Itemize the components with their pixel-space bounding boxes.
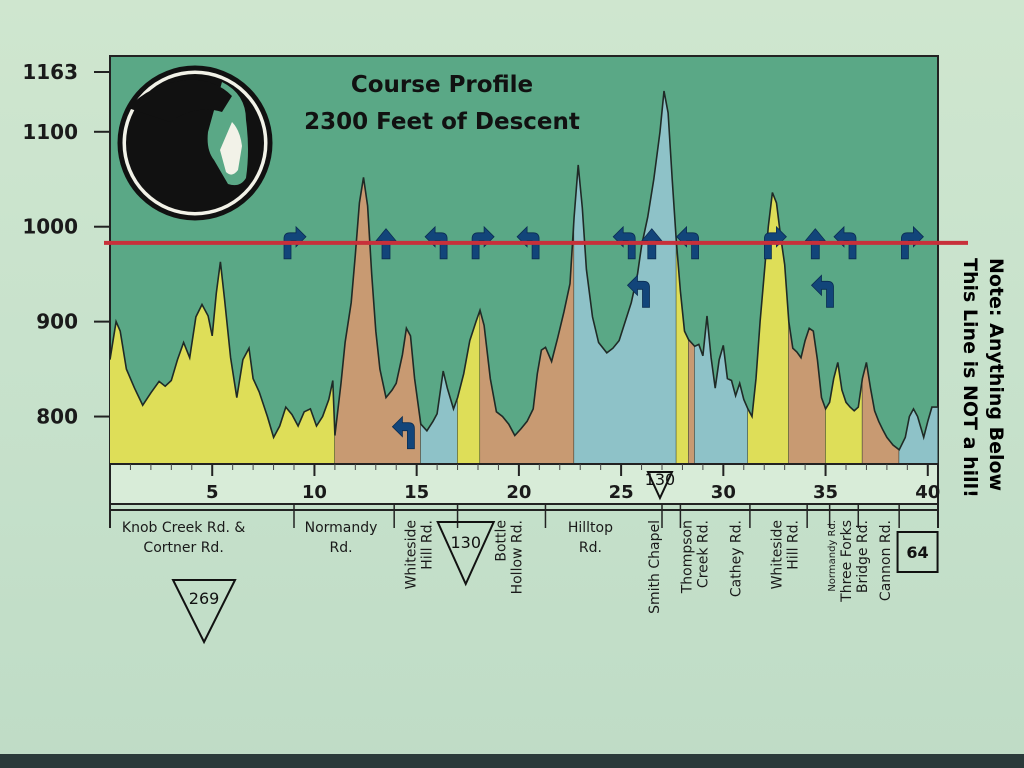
road-label-4: Hilltop Rd. (568, 520, 613, 556)
road-labels: Knob Creek Rd. & Cortner Rd. Normandy Rd. Wh… (122, 520, 894, 614)
photo-edge (0, 754, 1024, 768)
svg-text:130: 130 (450, 533, 481, 552)
x-tick-label-5: 5 (206, 482, 219, 503)
svg-text:Hill Rd.: Hill Rd. (786, 520, 802, 570)
svg-text:Three Forks: Three Forks (839, 520, 855, 603)
svg-text:Bridge Rd.: Bridge Rd. (855, 520, 871, 593)
road-label-3: Bottle Hollow Rd. (494, 520, 526, 594)
route-shield-130: 130 (436, 521, 496, 587)
y-tick-label-800: 800 (36, 405, 78, 429)
profile-segment-12 (862, 362, 900, 464)
svg-text:Normandy Rd.: Normandy Rd. (827, 520, 838, 592)
road-label-6: Thompson Creek Rd. (680, 520, 712, 594)
svg-text:Hollow Rd.: Hollow Rd. (510, 520, 526, 594)
svg-text:Whiteside: Whiteside (770, 520, 786, 589)
profile-segment-6 (676, 240, 689, 464)
svg-text:Cathey Rd.: Cathey Rd. (729, 520, 745, 597)
road-label-10: Cannon Rd. (878, 520, 894, 601)
road-dividers (293, 504, 900, 528)
svg-text:Cannon Rd.: Cannon Rd. (878, 520, 894, 601)
note-line-1: Note: Anything Below (985, 258, 1007, 491)
y-axis: 1163 1100 1000 900 800 (22, 60, 110, 429)
x-tick-label-35: 35 (813, 482, 838, 503)
route-shield-64: 64 (896, 531, 939, 573)
road-label-0: Knob Creek Rd. & Cortner Rd. (122, 520, 245, 556)
svg-text:130: 130 (645, 470, 676, 489)
svg-text:Thompson: Thompson (680, 520, 696, 594)
road-label-9: Normandy Rd. Three Forks Bridge Rd. (827, 520, 871, 603)
turn-arrow-left-icon (391, 415, 415, 450)
profile-segment-5 (574, 91, 677, 464)
svg-text:269: 269 (189, 589, 220, 608)
profile-segment-7 (688, 339, 695, 464)
profile-segment-0 (110, 261, 335, 464)
profile-segment-11 (825, 362, 863, 464)
turn-arrow-left-icon (810, 274, 834, 308)
profile-segment-4 (480, 217, 575, 464)
route-shield-130: 130 (645, 470, 676, 501)
x-axis: 5 10 15 20 25 30 35 40 (129, 464, 940, 503)
horse-logo (117, 65, 273, 221)
svg-text:Smith Chapel: Smith Chapel (647, 520, 663, 614)
x-tick-label-15: 15 (404, 482, 429, 503)
svg-text:Bottle: Bottle (494, 520, 510, 562)
route-shields: 130 130 269 64 (171, 470, 939, 645)
elevation-line (109, 90, 938, 452)
chart-title: Course Profile (351, 72, 533, 98)
x-tick-label-10: 10 (302, 482, 327, 503)
y-tick-label-1163: 1163 (22, 60, 78, 84)
profile-segment-9 (747, 192, 789, 464)
y-tick-label-1000: 1000 (22, 215, 78, 239)
road-label-8: Whiteside Hill Rd. (770, 520, 802, 589)
svg-text:Creek Rd.: Creek Rd. (696, 520, 712, 588)
road-label-5: Smith Chapel (647, 520, 663, 614)
note-line-2: This Line is NOT a hill! (959, 258, 981, 498)
route-shield-269: 269 (171, 579, 237, 645)
x-tick-label-20: 20 (506, 482, 531, 503)
x-tick-label-30: 30 (711, 482, 736, 503)
turn-arrow-left-icon (626, 274, 650, 308)
turn-arrows (283, 225, 924, 450)
road-label-1: Normandy Rd. (305, 520, 378, 556)
hill-note: Note: Anything Below This Line is NOT a … (959, 258, 1007, 498)
svg-text:Hill Rd.: Hill Rd. (420, 520, 436, 570)
road-label-7: Cathey Rd. (729, 520, 745, 597)
svg-text:Whiteside: Whiteside (404, 520, 420, 589)
y-tick-label-900: 900 (36, 310, 78, 334)
road-label-2: Whiteside Hill Rd. (404, 520, 436, 589)
x-tick-label-25: 25 (609, 482, 634, 503)
x-axis-band (109, 463, 939, 505)
profile-segment-8 (694, 315, 748, 464)
chart-subtitle: 2300 Feet of Descent (304, 109, 580, 135)
y-tick-label-1100: 1100 (22, 120, 78, 144)
x-tick-label-40: 40 (915, 482, 940, 503)
profile-segment-3 (457, 310, 481, 464)
svg-text:64: 64 (906, 543, 928, 562)
elevation-area (109, 90, 939, 464)
